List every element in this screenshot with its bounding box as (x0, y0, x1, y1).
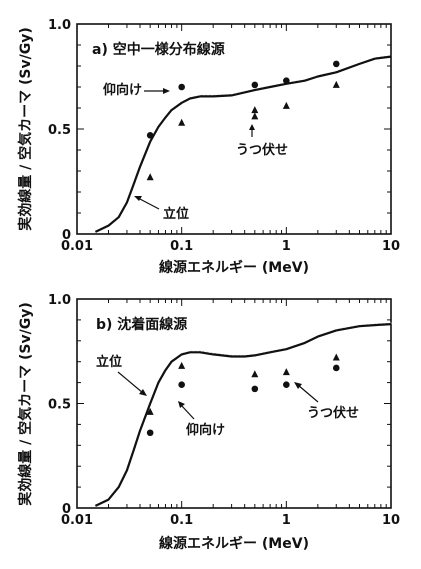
arrowhead (178, 401, 185, 408)
data-point-triangle (146, 173, 154, 181)
data-point-triangle (251, 370, 259, 378)
x-tick-label: 0.01 (61, 239, 93, 254)
data-point-triangle (332, 353, 340, 361)
data-point-triangle (251, 112, 259, 120)
annotation-arrow (180, 404, 195, 420)
arrowhead (249, 124, 255, 130)
data-point-circle (251, 385, 259, 393)
data-point-circle (283, 381, 290, 388)
y-tick-label: 1.0 (48, 293, 71, 308)
x-tick-label: 0.1 (170, 239, 193, 254)
data-point-circle (332, 60, 340, 68)
y-tick-label: 0.5 (48, 123, 71, 138)
axis-tick-labels: 0.01 0.1 1 10 0 0.5 1.0 (48, 18, 400, 254)
y-tick-label: 0 (62, 502, 71, 517)
data-marks (94, 55, 393, 233)
data-point-triangle (282, 101, 290, 109)
annotation-prone: うつ伏せ (307, 405, 359, 421)
x-tick-label: 1 (282, 513, 291, 528)
annotation-supine: 仰向け (103, 82, 142, 98)
data-point-circle (146, 429, 154, 437)
axis-ticks (76, 298, 391, 509)
data-point-circle (178, 381, 185, 388)
annotation-standing: 立位 (163, 206, 189, 222)
arrowhead (294, 382, 302, 389)
series-line (94, 55, 392, 233)
x-axis-label: 線源エネルギー (MeV) (159, 535, 309, 552)
x-tick-label: 10 (382, 239, 400, 254)
annotation-arrow (137, 197, 160, 210)
y-axis-label: 実効線量 / 空気カーマ (Sv/Gy) (17, 27, 34, 230)
data-point-circle (332, 364, 340, 372)
annotation-supine: 仰向け (186, 422, 225, 438)
data-point-triangle (146, 407, 154, 415)
x-tick-label: 10 (382, 513, 400, 528)
chart-title: a) 空中一様分布線源 (92, 41, 225, 58)
arrowhead (163, 88, 170, 94)
data-point-circle (283, 77, 290, 84)
data-point-circle (251, 81, 259, 89)
y-tick-label: 1.0 (48, 18, 71, 33)
data-point-circle (146, 132, 154, 139)
x-axis-label: 線源エネルギー (MeV) (159, 259, 309, 276)
chart-title: b) 沈着面線源 (96, 316, 187, 333)
data-point-triangle (178, 361, 186, 369)
data-point-circle (178, 83, 185, 91)
annotation-standing: 立位 (96, 354, 122, 370)
y-axis-label: 実効線量 / 空気カーマ (Sv/Gy) (17, 302, 34, 505)
chart-panel-b: 0.01 0.1 1 10 0 0.5 1.0 b) 沈着面線源 線源エネルギー (MeV)… (17, 293, 400, 552)
data-point-triangle (251, 106, 259, 114)
data-point-triangle (178, 118, 186, 126)
series-line (94, 323, 392, 507)
axis-ticks (76, 23, 391, 235)
y-tick-label: 0 (62, 228, 71, 243)
x-tick-label: 0.01 (61, 513, 93, 528)
arrowhead (139, 389, 147, 396)
annotation-arrow (297, 384, 319, 403)
axis-tick-labels: 0.01 0.1 1 10 0 0.5 1.0 (48, 293, 400, 528)
chart-panel-a: 0.01 0.1 1 10 0 0.5 1.0 a) 空中一様分布線源 線源エネルギー (M… (17, 18, 400, 276)
annotation-arrow (117, 371, 144, 394)
data-point-triangle (282, 368, 290, 376)
arrowhead (134, 196, 142, 201)
x-tick-label: 0.1 (170, 513, 193, 528)
data-point-triangle (332, 80, 340, 88)
x-tick-label: 1 (282, 239, 291, 254)
data-marks (94, 322, 393, 507)
y-tick-label: 0.5 (48, 398, 71, 413)
annotation-prone: うつ伏せ (236, 142, 288, 158)
